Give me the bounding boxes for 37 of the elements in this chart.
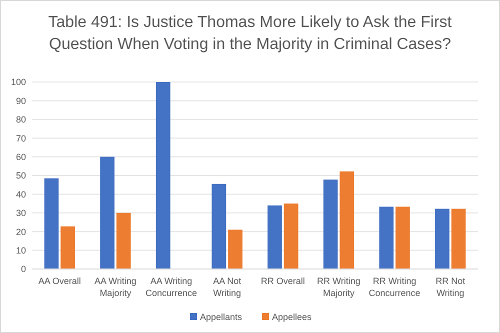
bar <box>268 205 282 269</box>
legend-label: Appellees <box>272 312 312 322</box>
y-tick-label: 40 <box>16 189 26 200</box>
x-tick-label: RR Writing Concurrence <box>368 276 420 298</box>
x-tick-label: AA Overall <box>38 276 81 286</box>
y-tick-label: 80 <box>16 114 26 125</box>
x-tick-label: RR Overall <box>260 276 305 286</box>
bar <box>116 212 131 269</box>
bar <box>451 208 466 269</box>
y-tick-label: 90 <box>16 96 26 106</box>
y-tick-label: 10 <box>16 245 26 256</box>
y-tick-label: 20 <box>16 226 26 237</box>
x-tick-label: AA Not Writing <box>213 276 242 298</box>
bar <box>156 82 170 269</box>
x-tick-label: RR Not Writing <box>436 276 466 298</box>
bar <box>323 180 338 269</box>
y-tick-label: 60 <box>16 152 26 162</box>
bar <box>228 230 242 269</box>
y-tick-label: 30 <box>16 208 26 218</box>
x-tick-label: AA Writing Majority <box>94 276 136 298</box>
y-tick-label: 50 <box>16 170 26 181</box>
bar <box>100 156 114 269</box>
y-tick-label: 100 <box>10 77 26 88</box>
legend-label: Appellants <box>200 312 243 322</box>
y-tick-label: 70 <box>16 133 26 144</box>
x-tick-label: AA Writing Concurrence <box>146 276 198 298</box>
bar <box>396 206 410 269</box>
bar <box>60 226 75 269</box>
y-tick-label: 0 <box>20 264 26 274</box>
bar <box>340 171 354 269</box>
bar <box>44 178 59 269</box>
bar <box>435 208 450 269</box>
chart-title: Table 491: Is Justice Thomas More Likely to Ask the First Question When Voting in the Majority in Criminal Cases? <box>48 14 452 53</box>
bar <box>379 206 394 269</box>
x-tick-label: RR Writing Majority <box>317 276 360 298</box>
bar <box>212 184 226 269</box>
bar <box>284 204 298 269</box>
